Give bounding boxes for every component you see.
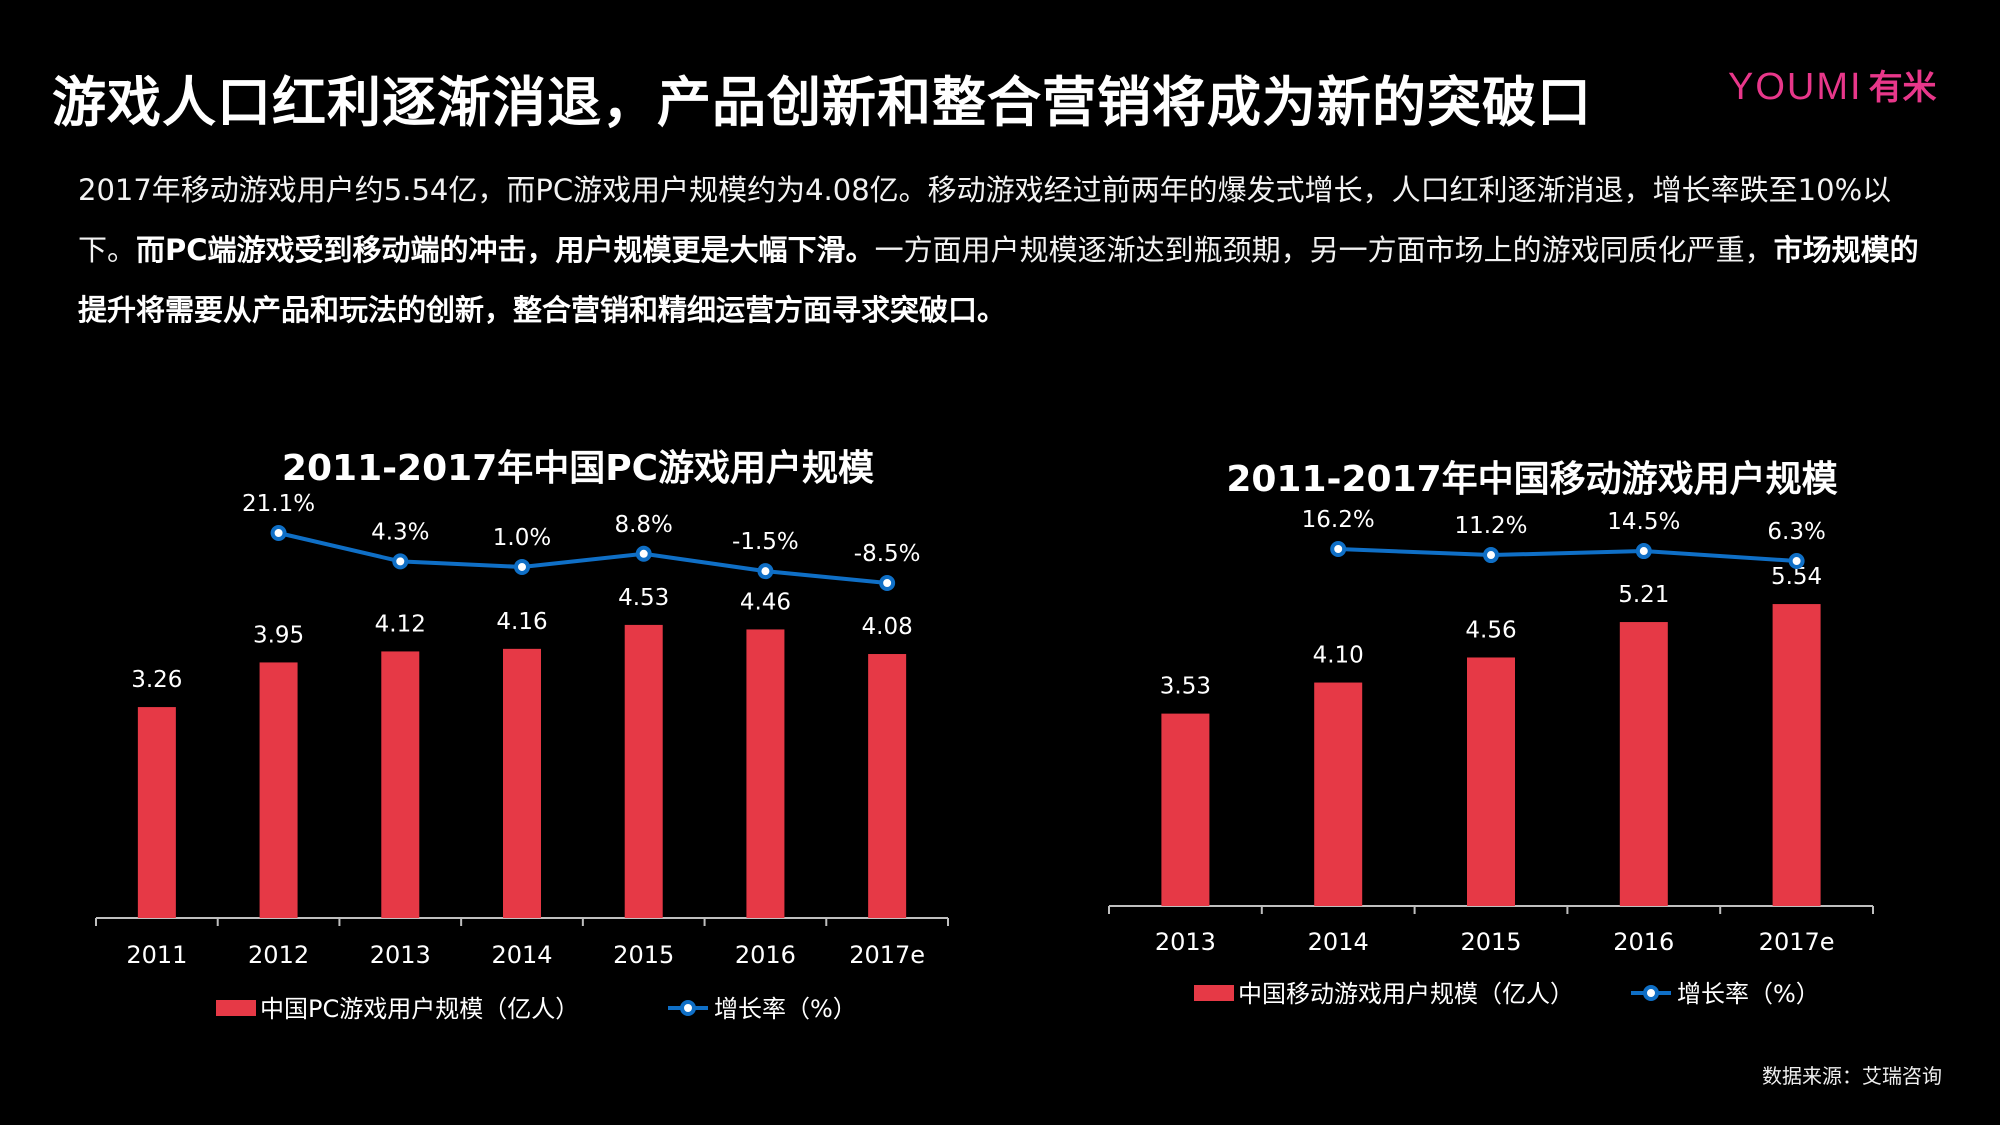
pc-bar-label: 3.26 [131,667,182,693]
pc-x-tick-label: 2014 [491,941,552,969]
pc-bar-label: 4.08 [862,614,913,640]
pc-growth-label: 1.0% [493,525,551,551]
pc-x-tick-label: 2011 [126,941,187,969]
mobile-growth-label: 16.2% [1302,507,1375,533]
pc-bar-label: 4.12 [375,611,426,637]
pc-growth-line [278,531,888,585]
mobile-bar-2015 [1467,657,1515,906]
pc-legend-line-marker [680,1000,696,1016]
mobile-growth-line [1338,547,1797,563]
mobile-growth-point [1483,547,1499,564]
pc-bar-label: 4.46 [740,589,791,615]
pc-bar-label: 4.16 [496,609,547,635]
intro-text-1: 2017年移动游戏用户约5.54亿，而PC游戏用户规模约为4.08亿。移动游戏经… [78,173,1892,267]
mobile-chart-title: 2011-2017年中国移动游戏用户规模 [1226,459,1837,500]
pc-growth-label: -1.5% [732,529,799,555]
intro-paragraph: 2017年移动游戏用户约5.54亿，而PC游戏用户规模约为4.08亿。移动游戏经… [78,160,1938,340]
mobile-growth-point [1788,553,1805,569]
mobile-growth-label: 6.3% [1767,519,1825,545]
mobile-legend-line-marker [1643,985,1659,1001]
pc-growth-label: 8.8% [614,512,672,538]
pc-x-tick-label: 2017e [849,941,925,969]
pc-legend-bar-swatch [216,1000,256,1016]
intro-text-2: 一方面用户规模逐渐达到瓶颈期，另一方面市场上的游戏同质化严重， [874,233,1774,267]
pc-bar-2011 [137,707,176,918]
mobile-legend-bar-label: 中国移动游戏用户规模（亿人） [1238,980,1574,1008]
mobile-x-tick-label: 2017e [1759,928,1835,956]
mobile-x-tick-label: 2015 [1460,928,1521,956]
mobile-bar-label: 4.56 [1465,617,1516,643]
pc-bar-2014 [503,648,541,918]
mobile-bar-2016 [1619,622,1668,906]
pc-x-tick-label: 2015 [613,941,674,969]
pc-bar-2012 [259,662,298,918]
mobile-growth-point [1635,543,1652,560]
pc-bar-2016 [746,629,785,918]
pc-bar-2015 [624,624,663,918]
intro-bold-2: 市场规模的提升将需要从产品和玩法的创新，整合营销和精细运营方面寻求突破口。 [78,233,1919,327]
pc-legend-bar-label: 中国PC游戏用户规模（亿人） [260,995,579,1023]
mobile-growth-label: 11.2% [1454,513,1527,539]
mobile-x-tick-label: 2014 [1308,928,1369,956]
pc-bar-2017e [868,654,907,918]
mobile-bar-2013 [1161,713,1210,906]
page-title: 游戏人口红利逐渐消退，产品创新和整合营销将成为新的突破口 [52,71,1592,134]
pc-legend-line-label: 增长率（%） [714,995,857,1023]
pc-x-tick-label: 2013 [370,941,431,969]
pc-growth-point [392,553,409,570]
pc-growth-point [514,558,530,575]
intro-bold-1: 而PC端游戏受到移动端的冲击，用户规模更是大幅下滑。 [136,233,875,267]
mobile-bar-label: 4.10 [1313,643,1364,669]
pc-bar-2013 [381,651,420,918]
pc-growth-label: 21.1% [242,491,315,517]
pc-x-tick-label: 2012 [248,941,309,969]
mobile-bar-label: 3.53 [1160,674,1211,700]
mobile-growth-point [1330,541,1347,557]
logo-brand: YOUMI [1728,66,1863,108]
mobile-legend-bar-swatch [1194,985,1234,1001]
mobile-bar-2014 [1314,682,1363,906]
logo-cn: 有米 [1868,68,1937,108]
pc-growth-label: -8.5% [854,541,921,567]
pc-bar-label: 4.53 [618,585,669,611]
pc-growth-label: 4.3% [371,519,429,545]
mobile-x-tick-label: 2013 [1155,928,1216,956]
youmi-logo: YOUMI 有米 [1728,60,1937,109]
mobile-bar-2017e [1772,604,1821,906]
mobile-x-tick-label: 2016 [1613,928,1674,956]
pc-growth-point [270,525,287,541]
pc-x-tick-label: 2016 [735,941,796,969]
pc-bar-label: 3.95 [253,622,304,648]
data-source: 数据来源：艾瑞咨询 [1762,1064,1942,1088]
mobile-legend-line-label: 增长率（%） [1677,980,1820,1008]
pc-chart-title: 2011-2017年中国PC游戏用户规模 [282,448,874,489]
pc-growth-point [757,563,774,580]
mobile-bar-label: 5.21 [1618,582,1669,608]
pc-growth-point [635,545,652,562]
pc-growth-point [879,575,896,591]
mobile-growth-label: 14.5% [1607,509,1680,535]
